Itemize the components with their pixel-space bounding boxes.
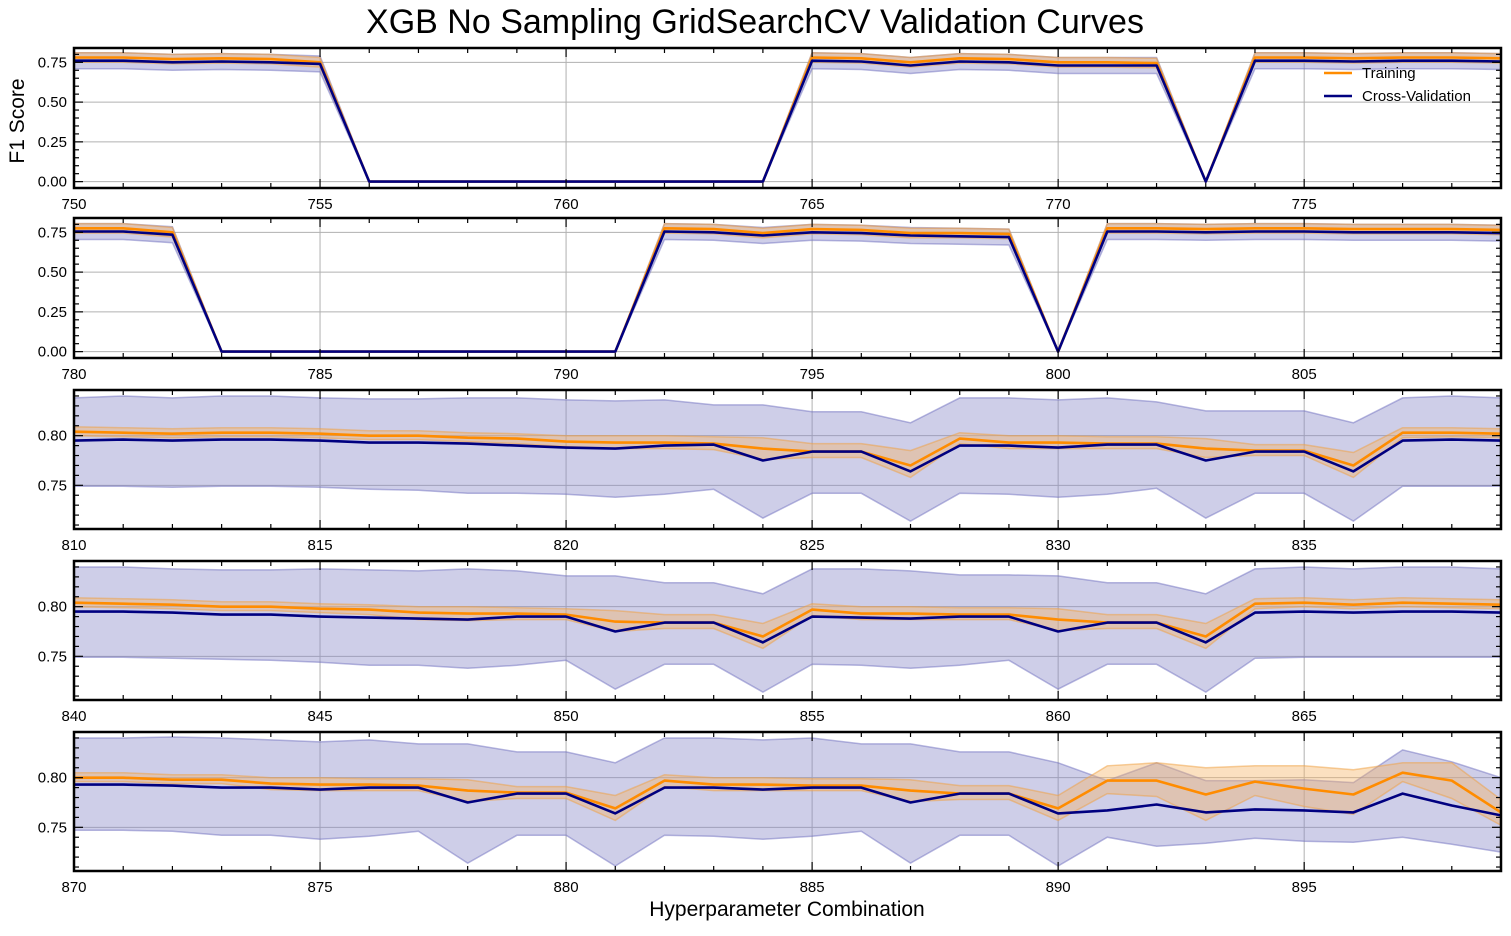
- y-axis-label: F1 Score: [6, 78, 29, 163]
- legend-cv-label: Cross-Validation: [1362, 88, 1471, 105]
- y-tick-label: 0.75: [38, 224, 67, 241]
- x-tick-label: 895: [1292, 879, 1317, 896]
- x-tick-label: 810: [61, 537, 86, 554]
- x-tick-label: 765: [800, 196, 825, 213]
- x-tick-label: 770: [1046, 196, 1071, 213]
- y-tick-label: 0.25: [38, 304, 67, 321]
- subplot-2: 780 785 790 795 800 805 0.00 0.25 0.50 0.75: [38, 216, 1503, 383]
- subplot-1: 750 755 760 765 770 775 0.00 0.25 0.50 0.75: [38, 46, 1503, 213]
- figure-title: XGB No Sampling GridSearchCV Validation …: [366, 3, 1144, 41]
- x-tick-label: 885: [800, 879, 825, 896]
- y-tick-label: 0.80: [38, 770, 67, 787]
- legend: Training Cross-Validation: [1324, 65, 1471, 105]
- x-tick-label: 835: [1292, 537, 1317, 554]
- x-tick-label: 830: [1046, 537, 1071, 554]
- subplot-5: 870 875 880 885 890 895 0.75 0.80: [38, 730, 1503, 896]
- subplot-frame: [72, 46, 1503, 190]
- subplot-group: 750 755 760 765 770 775 0.00 0.25 0.50 0.75 780 785…: [38, 46, 1503, 896]
- plot-area: [74, 736, 1501, 867]
- y-tick-label: 0.75: [38, 477, 67, 494]
- x-tick-label: 855: [800, 708, 825, 725]
- x-tick-label: 850: [554, 708, 579, 725]
- x-tick-label: 790: [554, 366, 579, 383]
- x-tick-label: 785: [308, 366, 333, 383]
- x-tick-label: 815: [308, 537, 333, 554]
- subplot-frame: [72, 388, 1503, 531]
- y-tick-label: 0.25: [38, 134, 67, 151]
- subplot-frame: [72, 559, 1503, 702]
- subplot-frame: [72, 730, 1503, 873]
- y-tick-label: 0.00: [38, 174, 67, 191]
- y-tick-label: 0.50: [38, 264, 67, 281]
- training-line: [74, 771, 1501, 814]
- x-tick-label: 845: [308, 708, 333, 725]
- legend-training-label: Training: [1362, 65, 1416, 82]
- plot-area: [74, 566, 1501, 693]
- x-tick-label: 870: [61, 879, 86, 896]
- cross-validation-std-band: [74, 736, 1501, 867]
- training-line: [74, 227, 1501, 353]
- x-tick-label: 840: [61, 708, 86, 725]
- plot-area: [74, 52, 1501, 184]
- cross-validation-line: [74, 230, 1501, 353]
- plot-area: [74, 222, 1501, 354]
- cross-validation-line: [74, 59, 1501, 183]
- y-tick-label: 0.75: [38, 819, 67, 836]
- cross-validation-std-band: [74, 222, 1501, 354]
- x-tick-label: 820: [554, 537, 579, 554]
- training-std-band: [74, 425, 1501, 479]
- x-tick-label: 750: [61, 196, 86, 213]
- cross-validation-line: [74, 438, 1501, 473]
- x-tick-label: 865: [1292, 708, 1317, 725]
- y-tick-label: 0.50: [38, 94, 67, 111]
- y-tick-label: 0.80: [38, 428, 67, 445]
- training-std-band: [74, 222, 1501, 354]
- cross-validation-line: [74, 783, 1501, 817]
- x-tick-label: 860: [1046, 708, 1071, 725]
- x-tick-label: 780: [61, 366, 86, 383]
- training-line: [74, 601, 1501, 638]
- x-tick-label: 880: [554, 879, 579, 896]
- y-tick-label: 0.80: [38, 599, 67, 616]
- y-tick-label: 0.75: [38, 54, 67, 71]
- x-tick-label: 760: [554, 196, 579, 213]
- x-tick-label: 825: [800, 537, 825, 554]
- x-tick-label: 805: [1292, 366, 1317, 383]
- x-tick-label: 875: [308, 879, 333, 896]
- x-tick-label: 755: [308, 196, 333, 213]
- x-tick-label: 890: [1046, 879, 1071, 896]
- x-tick-label: 775: [1292, 196, 1317, 213]
- y-tick-label: 0.00: [38, 344, 67, 361]
- subplot-frame: [72, 216, 1503, 360]
- training-std-band: [74, 762, 1501, 827]
- x-tick-label: 800: [1046, 366, 1071, 383]
- x-tick-label: 795: [800, 366, 825, 383]
- y-tick-label: 0.75: [38, 648, 67, 665]
- plot-area: [74, 395, 1501, 522]
- x-axis-label: Hyperparameter Combination: [649, 898, 924, 921]
- subplot-4: 840 845 850 855 860 865 0.75 0.80: [38, 559, 1503, 725]
- subplot-3: 810 815 820 825 830 835 0.75 0.80: [38, 388, 1503, 554]
- cross-validation-line: [74, 610, 1501, 644]
